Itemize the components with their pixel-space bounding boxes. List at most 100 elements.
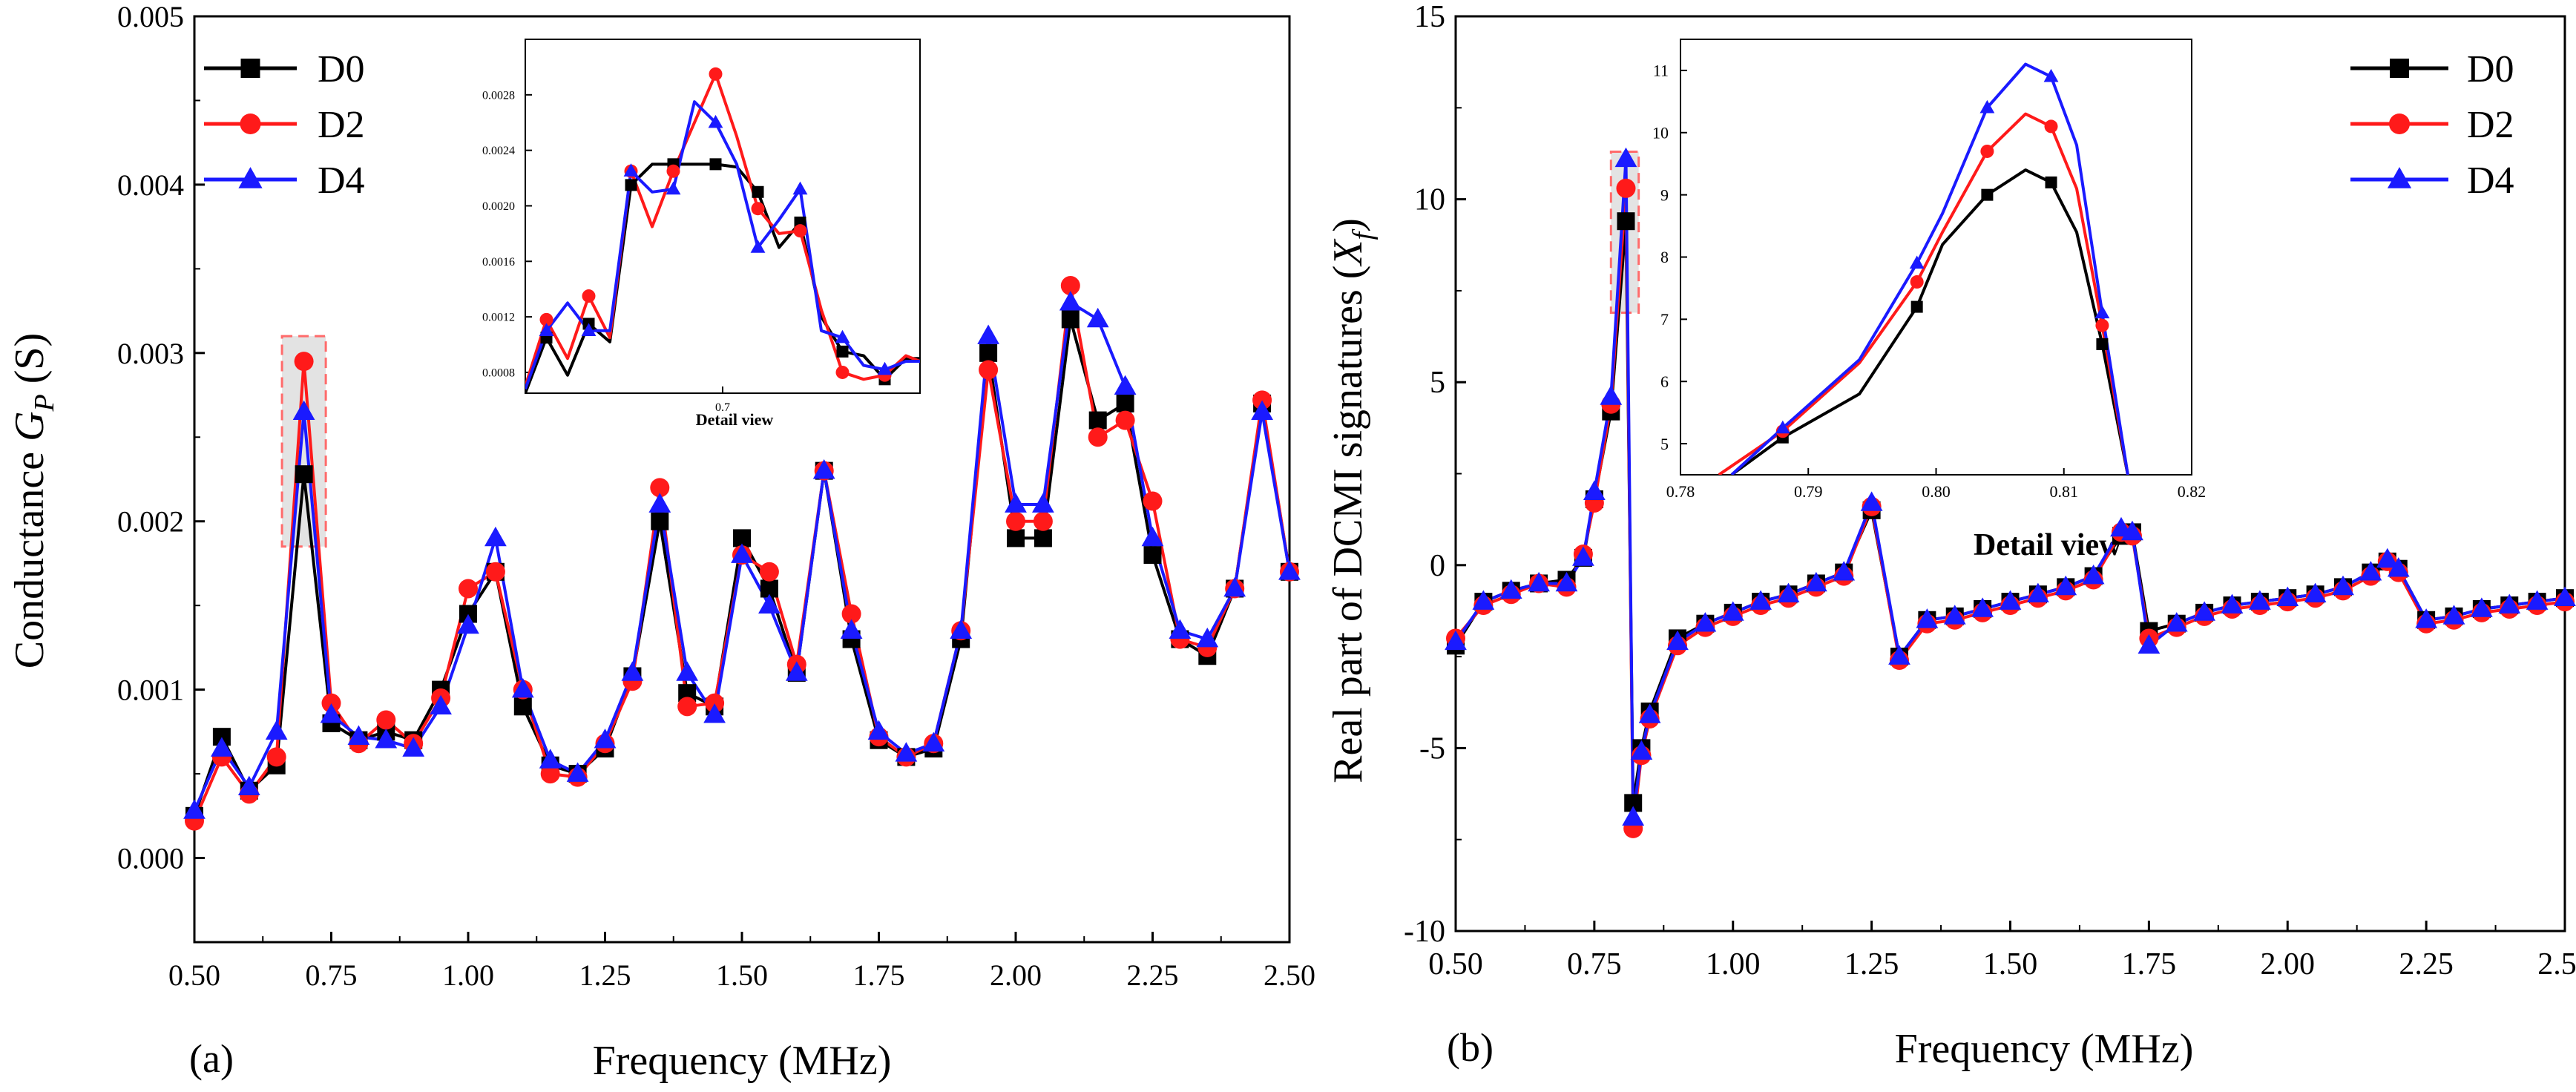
inset-point-d4	[623, 163, 639, 177]
inset-point-d4	[1909, 255, 1925, 269]
data-point-d4	[2470, 597, 2493, 617]
y-tick-label: 0.005	[117, 0, 184, 33]
data-point-d4	[1638, 703, 1661, 723]
data-point-d2	[1115, 410, 1135, 430]
data-point-d4	[1777, 582, 1800, 603]
data-point-d0	[1143, 546, 1162, 565]
y-tick-label: 0.004	[117, 168, 184, 202]
data-point-d4	[1445, 630, 1467, 651]
inset-point-d0	[625, 179, 637, 191]
data-point-d4	[1833, 561, 1856, 581]
data-point-d4	[347, 725, 370, 745]
panel-b-ylabel-unit: )	[1325, 218, 1371, 232]
inset-x-tick-label: 0.78	[1666, 482, 1695, 501]
data-point-d4	[2359, 561, 2382, 581]
y-tick-label: 0	[1430, 549, 1445, 583]
inset-point-d4	[2094, 305, 2110, 319]
data-point-d4	[2415, 608, 2438, 628]
inset-point-d2	[2095, 318, 2109, 332]
panel-b-ylabel-main: Real part of DCMI signatures (	[1325, 266, 1371, 783]
data-point-d4	[320, 703, 343, 723]
inset-point-d2	[539, 312, 553, 326]
data-point-d2	[759, 562, 779, 582]
data-point-d4	[2304, 582, 2327, 603]
x-tick-label: 1.75	[2122, 947, 2177, 981]
data-point-d0	[295, 465, 313, 484]
data-point-d4	[676, 661, 699, 681]
data-point-d4	[375, 728, 398, 749]
data-point-d4	[1555, 571, 1578, 592]
panel-a-legend: D0 D2 D4	[318, 48, 365, 202]
y-tick-label: 5	[1430, 366, 1445, 400]
data-point-d4	[430, 694, 452, 715]
inset-point-d0	[2045, 176, 2057, 188]
data-point-d4	[539, 749, 562, 769]
inset-y-tick-label: 0.0008	[482, 367, 515, 380]
inset-plot: 0.7 0.0008 0.0012 0.0016 0.0020 0.0024 0.0028	[482, 39, 921, 414]
panel-a-xlabel: Frequency (MHz)	[593, 1038, 892, 1084]
data-point-d4	[2498, 593, 2521, 614]
data-point-d4	[1032, 493, 1054, 513]
panel-a-inset-xlabel: Detail view	[696, 410, 774, 429]
data-point-d4	[1600, 385, 1623, 405]
data-point-d4	[402, 737, 425, 757]
inset-point-d2	[835, 365, 850, 379]
legend-b-label-d4: D4	[2467, 159, 2514, 202]
panel-b-xlabel: Frequency (MHz)	[1895, 1026, 2194, 1072]
data-point-d2	[1088, 427, 1108, 447]
data-point-d4	[922, 731, 945, 752]
data-point-d2	[485, 562, 505, 582]
x-tick-label: 2.25	[1127, 958, 1179, 992]
inset-point-d4	[539, 323, 554, 337]
x-tick-label: 1.25	[579, 958, 631, 992]
inset-point-d4	[666, 181, 681, 195]
data-point-d2	[540, 764, 560, 784]
data-point-d4	[1196, 627, 1219, 648]
data-point-d4	[1472, 590, 1495, 610]
data-point-d0	[1007, 529, 1025, 547]
panel-a-plot: 0.50 0.75 1.00 1.25 1.50 1.75 2.00 2.25 2.50 0.00…	[117, 0, 1315, 992]
y-tick-label: 0.002	[117, 505, 184, 539]
x-tick-label: 1.00	[442, 958, 494, 992]
inset-point-d2	[1980, 144, 1994, 158]
legend-a-label-d4: D4	[318, 159, 365, 202]
inset-y-tick-label: 8	[1660, 248, 1669, 266]
panel-a-ylabel-main: Conductance	[7, 441, 53, 668]
data-point-d4	[1572, 546, 1594, 566]
data-point-d4	[1749, 590, 1772, 610]
data-point-d4	[1251, 400, 1273, 421]
data-point-d4	[1278, 560, 1301, 580]
inset-point-d2	[793, 224, 807, 238]
data-point-d4	[594, 728, 617, 749]
data-point-d4	[812, 459, 835, 479]
data-point-d0	[1088, 411, 1107, 430]
data-point-d2	[294, 352, 314, 372]
data-point-d4	[1059, 291, 1082, 311]
data-point-d4	[2332, 575, 2354, 596]
y-tick-label: 0.003	[117, 337, 184, 370]
data-point-d4	[1005, 493, 1027, 513]
y-tick-label: 0.000	[117, 842, 184, 875]
panel-b-ylabel-var: X	[1325, 238, 1371, 267]
data-point-d4	[895, 742, 918, 762]
inset-point-d4	[750, 240, 766, 253]
data-point-d2	[376, 710, 396, 730]
data-point-d2	[1252, 390, 1272, 410]
inset-series	[525, 67, 920, 393]
inset-x-tick-label: 0.81	[2050, 482, 2079, 501]
data-point-d2	[841, 604, 861, 624]
legend-marker-d4	[238, 167, 263, 188]
data-point-d4	[1583, 480, 1606, 500]
inset-point-d4	[708, 114, 723, 128]
inset-x-tick-label: 0.79	[1794, 482, 1823, 501]
data-point-d4	[1916, 608, 1939, 628]
data-point-d4	[211, 737, 233, 757]
data-point-d4	[840, 619, 863, 639]
legend-marker-d0	[240, 59, 260, 78]
data-point-d4	[2276, 586, 2299, 606]
data-point-d4	[1999, 590, 2022, 610]
y-tick-label: -5	[1419, 731, 1445, 766]
data-point-d4	[1223, 576, 1246, 597]
data-point-d4	[950, 619, 973, 639]
data-point-d4	[1528, 571, 1551, 592]
